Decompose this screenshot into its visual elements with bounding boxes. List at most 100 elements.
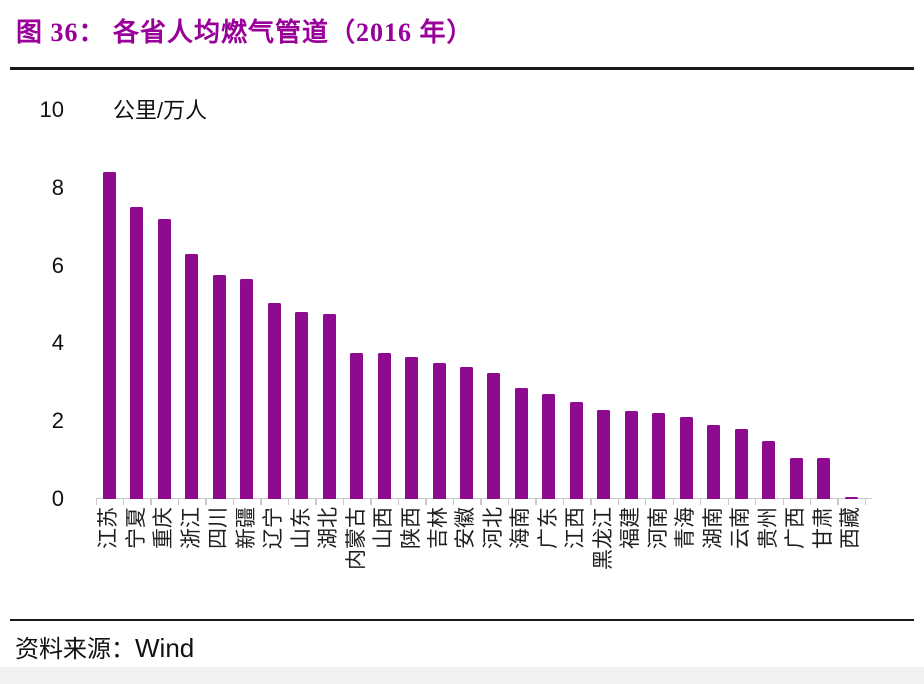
x-axis-label: 福建 bbox=[619, 507, 643, 549]
x-axis-label: 重庆 bbox=[152, 507, 176, 549]
bar bbox=[817, 458, 831, 499]
y-axis-tick-label: 8 bbox=[51, 174, 64, 200]
source-line: 资料来源：Wind bbox=[15, 629, 194, 664]
x-axis-tick-mark bbox=[397, 497, 400, 505]
x-axis-tick-mark bbox=[809, 497, 812, 505]
x-axis-label: 广东 bbox=[536, 507, 560, 549]
title-separator-line bbox=[10, 67, 914, 70]
x-axis-tick-mark bbox=[205, 497, 207, 505]
x-axis-label: 青海 bbox=[674, 507, 698, 549]
x-axis-label: 甘肃 bbox=[811, 507, 835, 549]
x-axis-tick-mark bbox=[122, 497, 125, 505]
x-axis-label: 安徽 bbox=[454, 507, 478, 549]
x-axis-label: 湖北 bbox=[317, 507, 341, 549]
x-axis-label: 辽宁 bbox=[262, 507, 286, 549]
x-axis-tick-mark bbox=[480, 497, 482, 505]
y-axis-tick-label: 0 bbox=[51, 486, 64, 511]
x-axis-label: 宁夏 bbox=[124, 507, 148, 549]
bar bbox=[514, 388, 528, 499]
x-axis-label: 浙江 bbox=[179, 507, 203, 549]
x-axis-tick-mark bbox=[782, 497, 784, 505]
bar bbox=[762, 440, 776, 499]
x-axis-tick-mark bbox=[727, 497, 729, 505]
y-axis-tick-label: 6 bbox=[51, 252, 64, 278]
bar bbox=[542, 393, 556, 499]
x-axis-label: 山西 bbox=[372, 507, 396, 549]
bar bbox=[487, 372, 501, 499]
bar bbox=[569, 401, 583, 499]
bar bbox=[350, 353, 364, 499]
x-axis-tick-mark bbox=[315, 497, 317, 505]
x-axis-tick-mark bbox=[755, 497, 757, 505]
x-axis-label: 新疆 bbox=[234, 507, 258, 549]
x-axis-label: 广西 bbox=[784, 507, 808, 549]
bar bbox=[185, 253, 199, 499]
x-axis-tick-mark bbox=[95, 497, 97, 505]
x-axis-label: 黑龙江 bbox=[591, 507, 615, 570]
x-axis-tick-mark bbox=[260, 497, 262, 505]
x-axis-tick-mark bbox=[535, 497, 537, 505]
x-axis-tick-mark bbox=[864, 497, 867, 505]
x-axis-label: 海南 bbox=[509, 507, 533, 549]
y-axis-unit-label: 公里/万人 bbox=[113, 98, 208, 123]
x-axis-tick-mark bbox=[837, 497, 839, 505]
x-axis-label: 吉林 bbox=[427, 507, 450, 549]
x-axis-label: 山东 bbox=[289, 507, 313, 549]
x-axis-label: 四川 bbox=[207, 507, 231, 549]
x-axis-tick-mark bbox=[232, 497, 235, 505]
x-axis-label: 陕西 bbox=[399, 507, 423, 549]
bar bbox=[652, 413, 666, 499]
x-axis-tick-mark bbox=[342, 497, 345, 505]
bar bbox=[157, 218, 171, 499]
x-axis-label: 河北 bbox=[481, 507, 505, 549]
x-axis-tick-mark bbox=[562, 497, 565, 505]
bar bbox=[405, 357, 419, 499]
bar bbox=[459, 366, 473, 499]
x-axis-line bbox=[95, 497, 872, 500]
bar bbox=[624, 411, 638, 499]
source-name: Wind bbox=[135, 633, 195, 663]
bar bbox=[734, 428, 748, 499]
bar bbox=[267, 302, 281, 499]
x-axis-tick-mark bbox=[452, 497, 455, 505]
bar bbox=[789, 458, 803, 499]
x-axis-label: 江苏 bbox=[97, 507, 121, 549]
bar bbox=[597, 409, 611, 499]
x-axis-tick-mark bbox=[370, 497, 372, 505]
bar bbox=[707, 425, 721, 499]
source-separator-line bbox=[10, 619, 914, 621]
bar bbox=[844, 497, 858, 499]
y-axis-tick-label: 4 bbox=[51, 330, 64, 356]
bar bbox=[240, 279, 254, 499]
source-label: 资料来源： bbox=[15, 637, 135, 663]
x-axis-tick-mark bbox=[425, 497, 427, 505]
bar bbox=[432, 362, 446, 499]
x-axis-tick-mark bbox=[150, 497, 152, 505]
bar bbox=[130, 207, 144, 499]
x-axis-tick-mark bbox=[177, 497, 180, 505]
x-axis-tick-mark bbox=[672, 497, 674, 505]
bar bbox=[679, 417, 693, 499]
x-axis-label: 湖南 bbox=[701, 507, 725, 549]
bar bbox=[377, 353, 391, 499]
x-axis-label: 云南 bbox=[729, 507, 753, 549]
bar bbox=[322, 314, 336, 499]
figure-title: 图 36： 各省人均燃气管道（2016 年） bbox=[16, 18, 474, 47]
x-axis-label: 河南 bbox=[646, 507, 670, 549]
x-axis-tick-mark bbox=[700, 497, 702, 505]
bar bbox=[295, 312, 309, 499]
x-axis-label: 贵州 bbox=[756, 507, 780, 549]
x-axis-tick-mark bbox=[617, 497, 619, 505]
x-axis-label: 江西 bbox=[564, 507, 588, 549]
footer-strip bbox=[0, 667, 924, 684]
x-axis-tick-mark bbox=[645, 497, 647, 505]
y-axis-tick-label: 10 bbox=[39, 97, 64, 122]
x-axis-label: 西藏 bbox=[839, 507, 863, 549]
y-axis-tick-label: 2 bbox=[51, 408, 64, 434]
x-axis-label: 内蒙古 bbox=[344, 507, 368, 570]
x-axis-tick-mark bbox=[507, 497, 510, 505]
x-axis-tick-mark bbox=[590, 497, 592, 505]
bar bbox=[212, 275, 226, 499]
bar bbox=[102, 172, 116, 499]
